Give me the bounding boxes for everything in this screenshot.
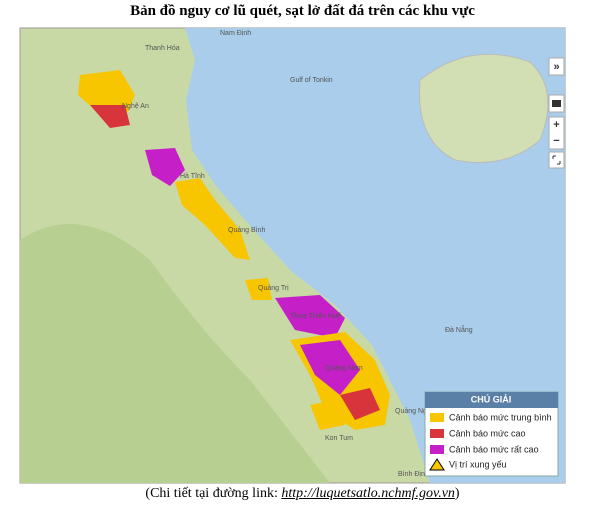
zoom-in[interactable]: +: [553, 119, 559, 131]
highland: [20, 224, 330, 483]
place-label: Nghệ An: [122, 103, 149, 110]
print-icon[interactable]: [552, 100, 561, 107]
island: [418, 53, 549, 163]
fullscreen-button[interactable]: [548, 151, 565, 169]
warning-areas: [78, 70, 390, 430]
place-label: Bình Định: [398, 471, 429, 478]
area-very-high: [145, 148, 185, 186]
collapse-icon[interactable]: »: [553, 61, 559, 73]
area-very-high: [275, 295, 345, 338]
area-medium: [245, 278, 272, 300]
legend-label: Vị trí xung yếu: [449, 459, 507, 469]
legend-label: Cảnh báo mức cao: [449, 428, 526, 438]
place-label: Quảng Bình: [228, 227, 265, 234]
place-label: Gulf of Tonkin: [290, 77, 333, 84]
fullscreen-icon[interactable]: [552, 155, 561, 165]
place-label: Quảng Trị: [258, 285, 289, 292]
place-label: Nam Định: [220, 30, 251, 37]
map-controls: » + −: [548, 57, 565, 169]
place-label: Quảng Nam: [325, 365, 363, 372]
caption: (Chi tiết tại đường link: http://luquets…: [0, 486, 605, 502]
legend-swatch: [430, 445, 444, 454]
zoom-box: [548, 116, 565, 150]
warning-icon: [429, 458, 445, 471]
legend-swatch: [430, 429, 444, 438]
place-label: Đà Nẵng: [445, 325, 473, 334]
area-very-high: [300, 340, 360, 395]
title: Bản đồ nguy cơ lũ quét, sạt lở đất đá tr…: [130, 3, 475, 19]
area-medium: [175, 178, 250, 260]
place-label: Thừa Thiên Huế: [290, 311, 341, 320]
legend-swatch: [430, 413, 444, 422]
legend: CHÚ GIẢI Cảnh báo mức trung bình Cảnh bá…: [424, 391, 559, 477]
legend-label: Cảnh báo mức trung bình: [449, 412, 552, 422]
legend-title: CHÚ GIẢI: [471, 393, 512, 404]
caption-prefix: (Chi tiết tại đường link:: [145, 486, 282, 501]
caption-suffix: ): [454, 486, 460, 501]
area-medium: [310, 400, 345, 430]
area-high: [90, 105, 130, 128]
collapse-button[interactable]: [548, 57, 565, 76]
map: Nam Định Thanh Hóa Nghệ An Gulf of Tonki…: [19, 27, 566, 484]
legend-header: [425, 392, 558, 408]
place-label: Quảng Ngãi: [395, 408, 433, 415]
area-high: [340, 388, 380, 420]
place-label: Hà Tĩnh: [180, 173, 205, 180]
place-label: Kon Tum: [325, 435, 353, 442]
legend-label: Cảnh báo mức rất cao: [449, 444, 539, 454]
place-label: Thanh Hóa: [145, 45, 180, 52]
link[interactable]: http://luquetsatlo.nchmf.gov.vn: [281, 486, 455, 501]
zoom-out[interactable]: −: [553, 135, 559, 147]
